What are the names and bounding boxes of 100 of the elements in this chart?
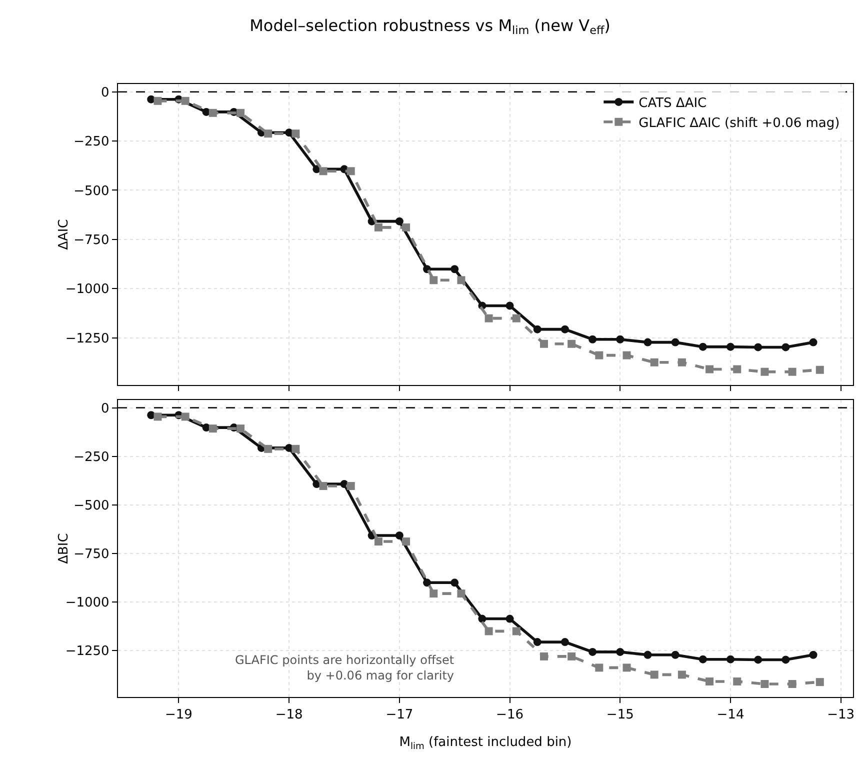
point bbox=[706, 677, 714, 686]
point bbox=[788, 680, 796, 688]
point bbox=[671, 650, 680, 659]
y-axis-title: ΔAIC bbox=[56, 219, 72, 250]
point bbox=[809, 338, 818, 346]
point bbox=[560, 638, 569, 646]
point bbox=[622, 351, 631, 360]
point bbox=[374, 538, 382, 546]
point bbox=[678, 358, 686, 366]
point bbox=[754, 656, 762, 664]
legend-label: CATS ΔAIC bbox=[638, 96, 707, 112]
point bbox=[512, 627, 520, 636]
point bbox=[319, 167, 328, 176]
y-tick-label: 0 bbox=[101, 401, 110, 416]
point bbox=[754, 343, 762, 352]
point bbox=[706, 365, 714, 374]
point bbox=[644, 650, 652, 659]
point bbox=[733, 677, 742, 686]
point bbox=[726, 342, 734, 351]
point bbox=[733, 365, 742, 374]
y-axis-title: ΔBIC bbox=[56, 533, 72, 564]
x-tick-label: −17 bbox=[386, 708, 414, 723]
point bbox=[568, 340, 576, 348]
chart-title: Model–selection robustness vs M$_{lim}$ (new V$_{eff}$) bbox=[250, 16, 610, 38]
y-tick-label: 0 bbox=[101, 85, 110, 100]
point bbox=[595, 351, 604, 360]
point bbox=[760, 680, 769, 688]
x-axis-title: M$_{lim}$ (faintest included bin) bbox=[399, 735, 572, 752]
y-tick-label: −750 bbox=[74, 232, 110, 248]
point bbox=[292, 444, 300, 453]
y-tick-label: −500 bbox=[74, 184, 110, 199]
point bbox=[395, 217, 404, 226]
point bbox=[402, 223, 410, 232]
point bbox=[788, 368, 796, 376]
point bbox=[457, 590, 466, 598]
point bbox=[622, 664, 631, 672]
y-tick-label: −1000 bbox=[65, 282, 110, 298]
x-tick-label: −18 bbox=[275, 708, 303, 723]
y-tick-label: −1250 bbox=[65, 331, 110, 346]
y-tick-label: −1250 bbox=[65, 644, 110, 659]
point bbox=[678, 670, 686, 679]
point bbox=[457, 276, 466, 284]
point bbox=[181, 96, 190, 105]
point bbox=[671, 338, 680, 346]
point bbox=[809, 650, 818, 659]
point bbox=[588, 648, 597, 656]
point bbox=[506, 302, 514, 310]
point bbox=[374, 223, 382, 232]
x-tick-label: −16 bbox=[496, 708, 524, 723]
point bbox=[816, 366, 824, 374]
point bbox=[650, 358, 658, 366]
legend-label: GLAFIC ΔAIC (shift +0.06 mag) bbox=[638, 116, 840, 131]
point bbox=[560, 325, 569, 334]
point bbox=[478, 614, 486, 623]
point bbox=[208, 424, 217, 433]
y-tick-label: −500 bbox=[74, 498, 110, 514]
point bbox=[616, 335, 624, 344]
point bbox=[533, 638, 542, 646]
y-tick-label: −1000 bbox=[65, 595, 110, 610]
point bbox=[616, 648, 624, 656]
point bbox=[533, 325, 542, 334]
point bbox=[181, 412, 190, 421]
point bbox=[484, 627, 493, 636]
point bbox=[484, 314, 493, 322]
y-tick-label: −750 bbox=[74, 546, 110, 562]
point bbox=[154, 96, 162, 105]
point bbox=[208, 108, 217, 117]
point bbox=[154, 412, 162, 421]
point bbox=[698, 655, 707, 664]
point bbox=[236, 108, 244, 117]
point bbox=[319, 482, 328, 490]
point bbox=[264, 444, 272, 453]
point bbox=[540, 340, 548, 348]
point bbox=[506, 614, 514, 623]
point bbox=[423, 578, 432, 587]
point bbox=[540, 652, 548, 660]
x-tick-label: −15 bbox=[606, 708, 634, 723]
point bbox=[430, 590, 438, 598]
point bbox=[395, 531, 404, 540]
point bbox=[264, 130, 272, 138]
point bbox=[698, 342, 707, 351]
point bbox=[760, 368, 769, 376]
point bbox=[588, 335, 597, 344]
point bbox=[782, 656, 790, 664]
x-tick-label: −13 bbox=[827, 708, 855, 723]
point bbox=[450, 265, 459, 274]
point bbox=[816, 678, 824, 686]
point bbox=[346, 167, 355, 176]
y-tick-label: −250 bbox=[74, 134, 110, 150]
point bbox=[236, 424, 244, 433]
point bbox=[726, 655, 734, 664]
point bbox=[512, 314, 520, 322]
x-tick-label: −14 bbox=[716, 708, 744, 723]
point bbox=[430, 276, 438, 284]
point bbox=[292, 130, 300, 138]
point bbox=[782, 343, 790, 352]
point bbox=[644, 338, 652, 346]
point bbox=[402, 538, 410, 546]
annotation: GLAFIC points are horizontally offset by +0.06 mag for clarity bbox=[235, 653, 454, 683]
point bbox=[346, 482, 355, 490]
